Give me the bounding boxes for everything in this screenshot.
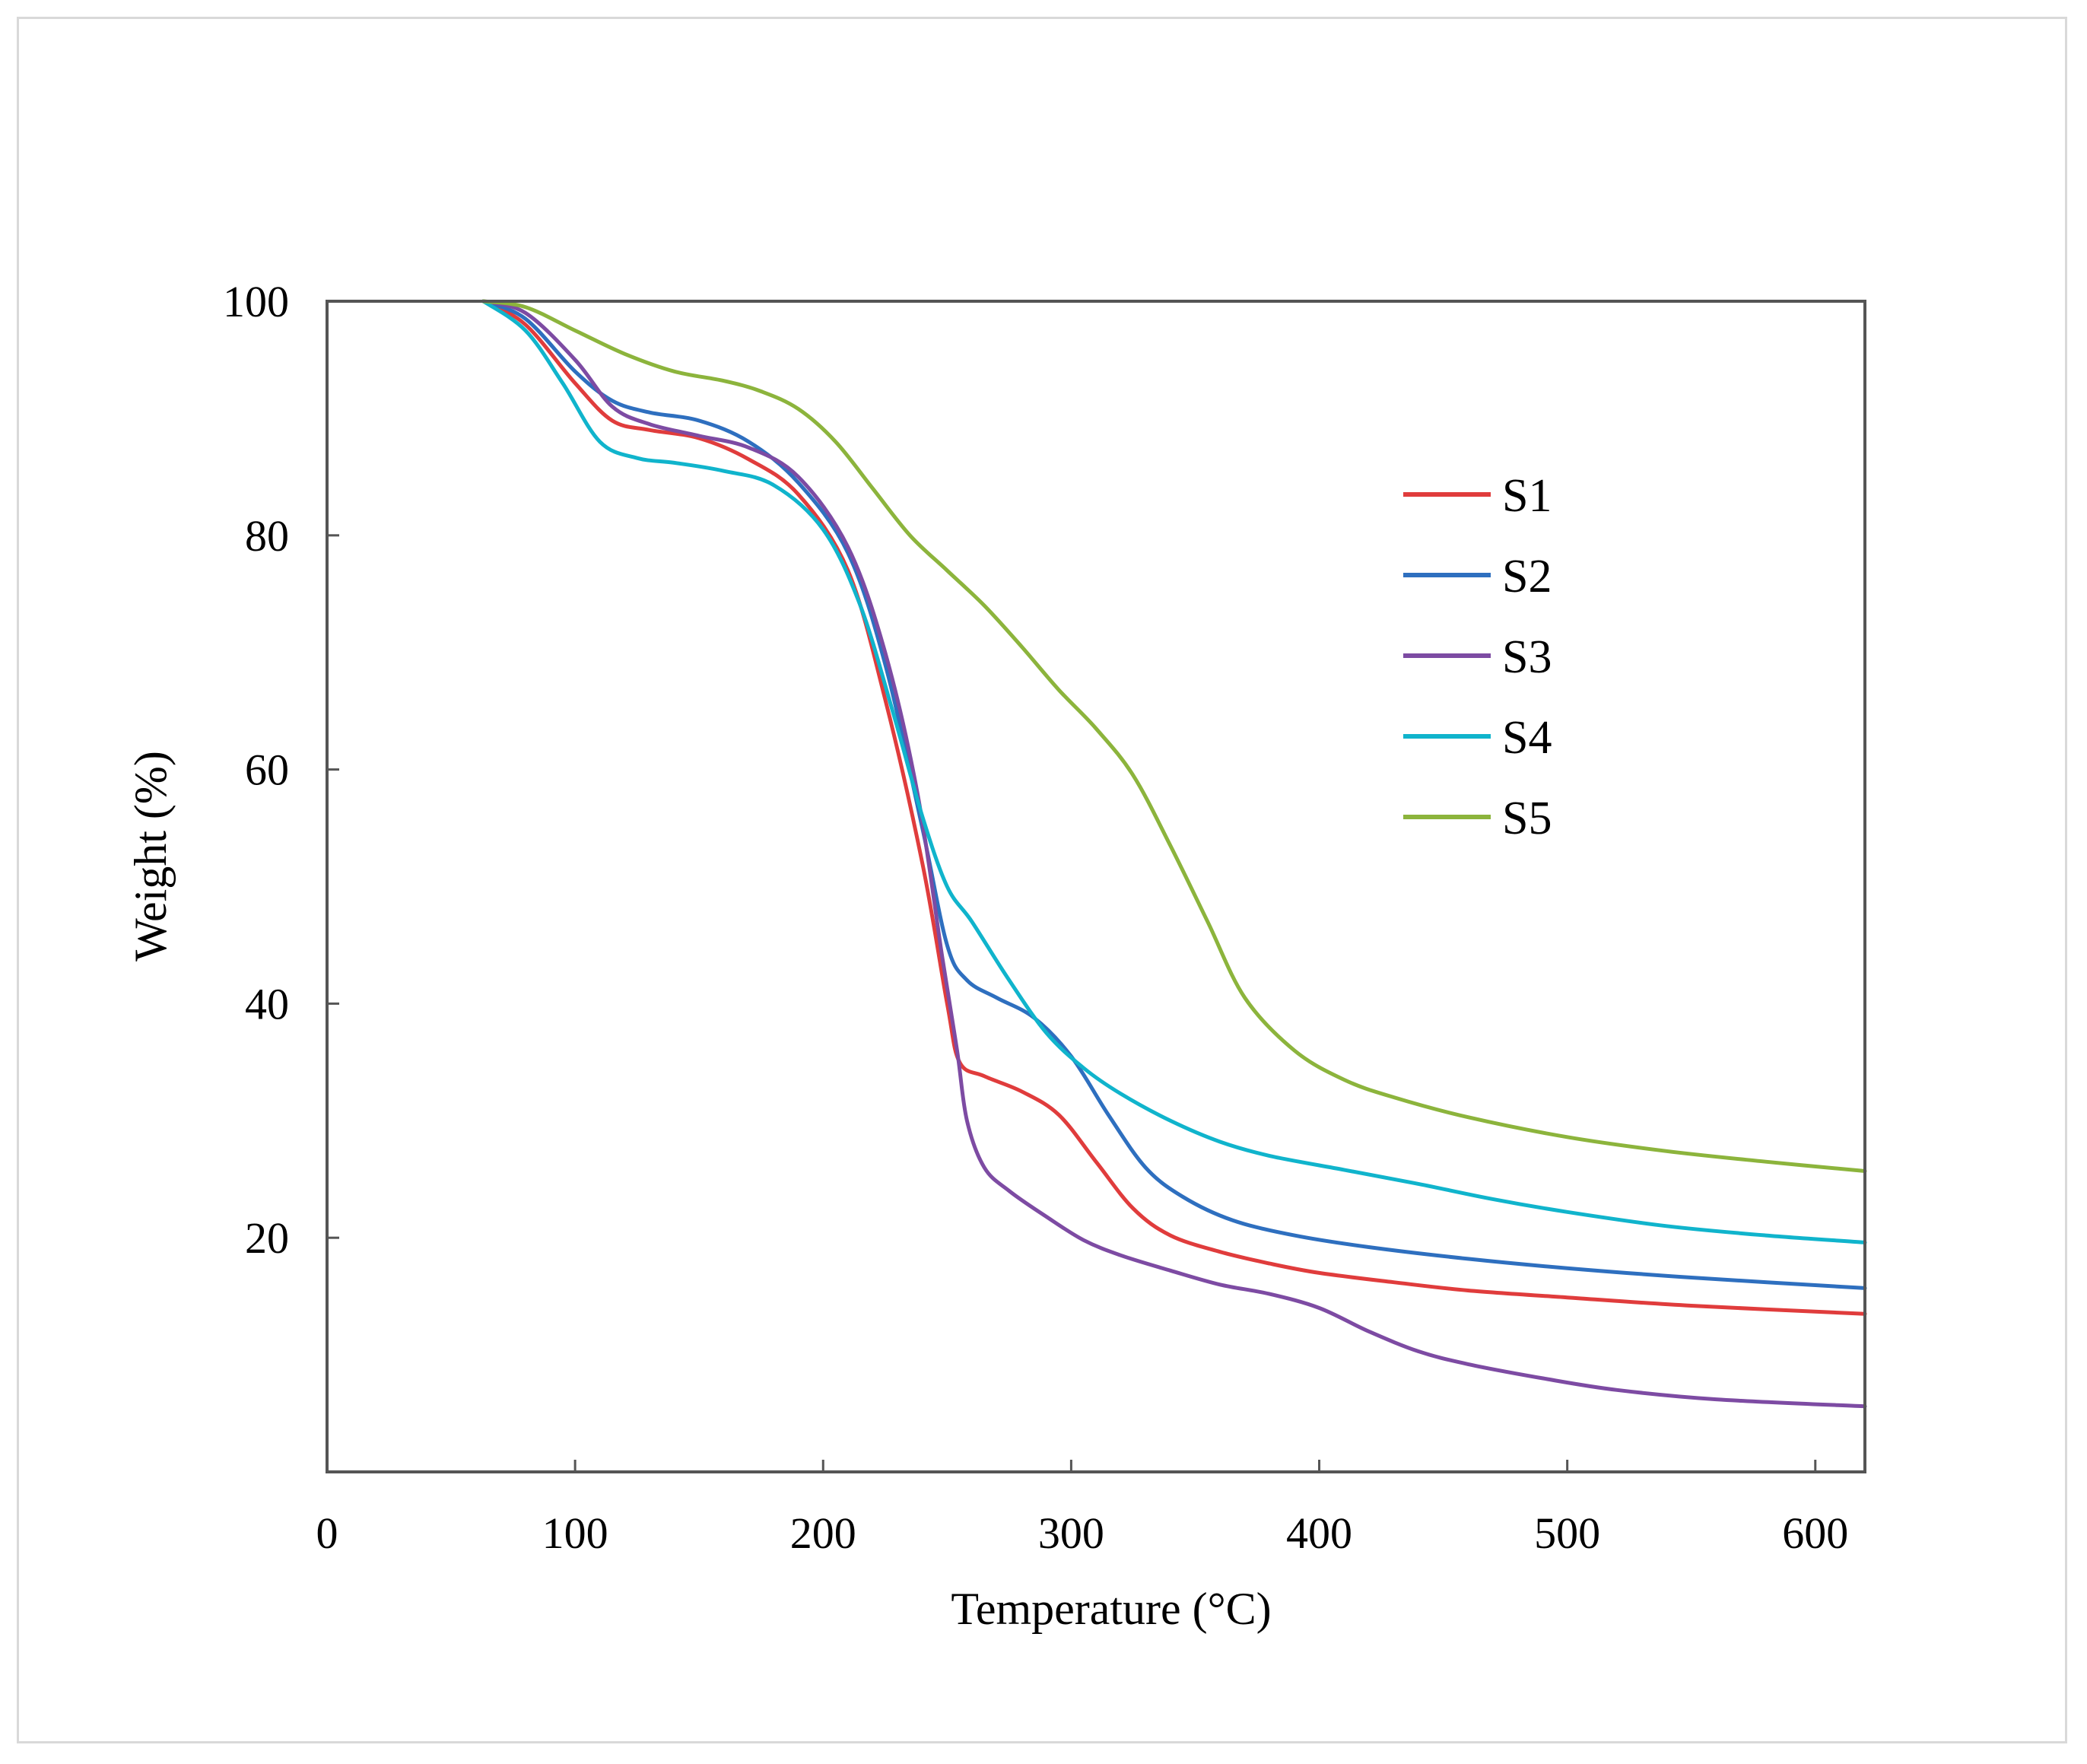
- y-tick-label: 40: [245, 979, 289, 1028]
- x-tick-label: 400: [1286, 1508, 1352, 1558]
- x-tick-label: 500: [1534, 1508, 1600, 1558]
- plot-area: [326, 300, 1866, 1473]
- x-tick-label: 100: [542, 1508, 608, 1558]
- legend-label-s2: S2: [1502, 551, 1552, 602]
- x-tick-label: 300: [1038, 1508, 1104, 1558]
- y-tick-label: 80: [245, 511, 289, 561]
- x-tick-label: 600: [1782, 1508, 1848, 1558]
- legend-label-s1: S1: [1502, 470, 1552, 522]
- series-line-s4: [481, 299, 1867, 1244]
- legend-label-s4: S4: [1502, 712, 1552, 764]
- figure-frame: [17, 17, 2067, 1743]
- legend-label-s3: S3: [1502, 631, 1552, 683]
- y-tick-label: 20: [245, 1213, 289, 1263]
- y-tick-label: 60: [245, 745, 289, 795]
- y-tick-label: 100: [223, 277, 289, 326]
- series-line-s3: [481, 299, 1867, 1409]
- series-line-s5: [481, 299, 1867, 1173]
- legend-label-s5: S5: [1502, 793, 1552, 844]
- series-line-s2: [481, 299, 1867, 1290]
- x-tick-label: 200: [790, 1508, 856, 1558]
- x-axis-title: Temperature (°C): [951, 1584, 1271, 1634]
- x-tick-label: 0: [316, 1508, 338, 1558]
- legend: S1 S2 S3 S4 S5: [1403, 470, 1552, 844]
- series-line-s1: [481, 299, 1867, 1316]
- y-axis-title: Weight (%): [125, 751, 176, 961]
